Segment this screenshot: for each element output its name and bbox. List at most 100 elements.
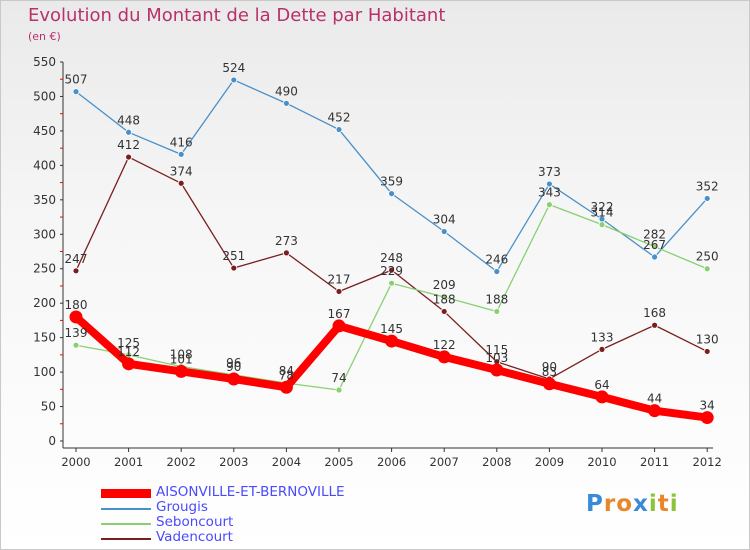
- data-label-grougis: 304: [433, 213, 456, 227]
- x-tick-label: 2003: [219, 455, 248, 469]
- x-tick-label: 2006: [377, 455, 406, 469]
- data-point-seboncourt: [440, 293, 448, 301]
- y-tick-label: 50: [41, 400, 56, 414]
- data-label-aisonville: 167: [328, 307, 351, 321]
- data-label-vadencourt: 412: [117, 138, 140, 152]
- chart-title: Evolution du Montant de la Dette par Hab…: [28, 5, 446, 26]
- data-label-vadencourt: 115: [485, 343, 508, 357]
- data-point-grougis: [125, 128, 132, 136]
- data-point-vadencourt: [388, 266, 396, 274]
- y-tick-label: 100: [33, 365, 56, 379]
- data-point-grougis: [335, 126, 343, 133]
- data-label-aisonville: 101: [170, 352, 193, 366]
- x-tick-label: 2012: [693, 455, 722, 469]
- data-point-aisonville: [700, 411, 714, 425]
- y-tick-label: 150: [33, 331, 56, 345]
- y-tick-label: 400: [33, 158, 56, 172]
- data-label-grougis: 373: [538, 165, 561, 179]
- legend-swatch-aisonville: [101, 489, 151, 498]
- legend-label-grougis: Grougis: [156, 499, 208, 515]
- logo-letter: P: [586, 491, 604, 517]
- data-point-aisonville: [332, 319, 346, 333]
- legend-swatch-seboncourt: [101, 523, 151, 525]
- data-point-grougis: [388, 190, 396, 198]
- proxiti-logo: Proxiti: [586, 491, 679, 517]
- logo-letter: o: [616, 491, 634, 517]
- data-label-aisonville: 180: [65, 298, 88, 312]
- x-tick-label: 2001: [114, 455, 143, 469]
- y-tick-label: 500: [33, 89, 56, 103]
- data-label-grougis: 490: [275, 84, 298, 98]
- data-label-aisonville: 64: [594, 378, 609, 392]
- x-tick-label: 2007: [430, 455, 459, 469]
- data-label-seboncourt: 314: [591, 206, 614, 220]
- data-label-vadencourt: 188: [433, 292, 456, 306]
- data-label-vadencourt: 247: [65, 252, 88, 266]
- x-tick-label: 2005: [324, 455, 353, 469]
- data-label-seboncourt: 96: [226, 356, 241, 370]
- data-point-seboncourt: [703, 265, 711, 273]
- data-point-grougis: [651, 253, 658, 261]
- data-label-seboncourt: 84: [279, 364, 294, 378]
- data-point-grougis: [230, 76, 238, 84]
- y-tick-label: 350: [33, 193, 56, 207]
- logo-letter: i: [648, 491, 658, 517]
- data-point-aisonville: [542, 377, 556, 391]
- data-point-grougis: [177, 150, 185, 158]
- data-label-grougis: 416: [170, 135, 193, 149]
- data-label-seboncourt: 229: [380, 264, 403, 278]
- logo-letter: t: [657, 491, 670, 517]
- data-point-grougis: [493, 268, 501, 275]
- y-tick-label: 450: [33, 124, 56, 138]
- data-label-aisonville: 112: [117, 345, 140, 359]
- data-point-aisonville: [385, 334, 399, 348]
- data-point-grougis: [440, 228, 448, 235]
- data-point-seboncourt: [493, 308, 501, 315]
- data-point-vadencourt: [440, 308, 448, 315]
- data-label-grougis: 359: [380, 175, 403, 189]
- data-point-vadencourt: [177, 179, 185, 187]
- data-point-grougis: [546, 180, 553, 188]
- data-label-seboncourt: 282: [643, 228, 666, 242]
- data-point-aisonville: [437, 350, 451, 364]
- data-point-grougis: [72, 88, 80, 96]
- y-tick-label: 550: [33, 55, 56, 69]
- data-label-vadencourt: 374: [170, 164, 193, 178]
- data-point-seboncourt: [388, 279, 396, 287]
- data-label-vadencourt: 90: [542, 360, 557, 374]
- chart-subtitle: (en €): [28, 30, 61, 43]
- y-tick-label: 300: [33, 227, 56, 241]
- x-tick-label: 2000: [61, 455, 90, 469]
- legend-swatch-vadencourt: [101, 538, 151, 540]
- data-label-aisonville: 44: [647, 392, 662, 406]
- data-label-vadencourt: 168: [643, 306, 666, 320]
- data-point-aisonville: [122, 357, 136, 371]
- data-point-seboncourt: [546, 201, 553, 209]
- data-label-seboncourt: 108: [170, 348, 193, 362]
- x-tick-label: 2008: [482, 455, 511, 469]
- data-label-seboncourt: 125: [117, 336, 140, 350]
- data-label-aisonville: 90: [226, 360, 241, 374]
- data-label-vadencourt: 217: [328, 272, 351, 286]
- data-point-aisonville: [595, 390, 609, 404]
- data-point-vadencourt: [651, 321, 658, 329]
- data-label-aisonville: 78: [279, 368, 294, 382]
- data-label-seboncourt: 139: [65, 326, 88, 340]
- data-point-vadencourt: [72, 267, 80, 275]
- data-label-vadencourt: 133: [591, 330, 614, 344]
- data-point-aisonville: [227, 372, 241, 386]
- data-label-vadencourt: 251: [222, 249, 245, 263]
- data-point-vadencourt: [598, 345, 606, 353]
- data-label-vadencourt: 130: [696, 332, 719, 346]
- x-tick-label: 2002: [167, 455, 196, 469]
- data-label-seboncourt: 209: [433, 278, 456, 292]
- data-label-grougis: 246: [485, 252, 508, 266]
- x-tick-label: 2011: [640, 455, 669, 469]
- data-point-seboncourt: [598, 221, 606, 229]
- legend-label-seboncourt: Seboncourt: [156, 514, 234, 530]
- data-point-vadencourt: [230, 264, 238, 272]
- data-label-aisonville: 145: [380, 322, 403, 336]
- legend-label-vadencourt: Vadencourt: [156, 529, 233, 545]
